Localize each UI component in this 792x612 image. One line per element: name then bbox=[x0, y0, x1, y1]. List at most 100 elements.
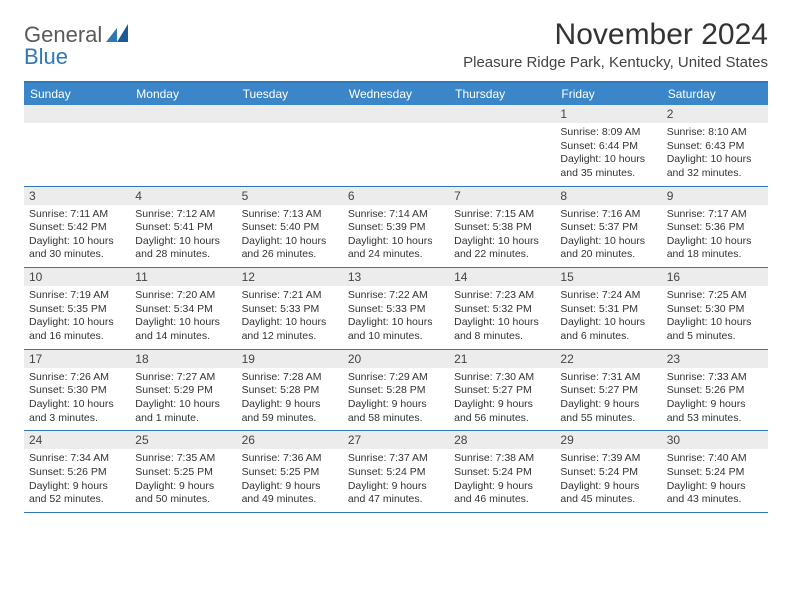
sunrise-text: Sunrise: 7:40 AM bbox=[667, 452, 763, 466]
daylight-text: Daylight: 10 hours and 26 minutes. bbox=[242, 235, 338, 262]
week-row: 17Sunrise: 7:26 AMSunset: 5:30 PMDayligh… bbox=[24, 350, 768, 432]
sunrise-text: Sunrise: 7:36 AM bbox=[242, 452, 338, 466]
daylight-text: Daylight: 9 hours and 59 minutes. bbox=[242, 398, 338, 425]
day-cell: 26Sunrise: 7:36 AMSunset: 5:25 PMDayligh… bbox=[237, 431, 343, 512]
sunset-text: Sunset: 5:28 PM bbox=[348, 384, 444, 398]
day-cell: 19Sunrise: 7:28 AMSunset: 5:28 PMDayligh… bbox=[237, 350, 343, 431]
day-cell: 13Sunrise: 7:22 AMSunset: 5:33 PMDayligh… bbox=[343, 268, 449, 349]
day-cell: 4Sunrise: 7:12 AMSunset: 5:41 PMDaylight… bbox=[130, 187, 236, 268]
brand-flag-icon bbox=[106, 24, 128, 47]
sunset-text: Sunset: 6:44 PM bbox=[560, 140, 656, 154]
daylight-text: Daylight: 10 hours and 32 minutes. bbox=[667, 153, 763, 180]
day-cell: 12Sunrise: 7:21 AMSunset: 5:33 PMDayligh… bbox=[237, 268, 343, 349]
daylight-text: Daylight: 10 hours and 35 minutes. bbox=[560, 153, 656, 180]
daylight-text: Daylight: 9 hours and 53 minutes. bbox=[667, 398, 763, 425]
day-data: Sunrise: 7:29 AMSunset: 5:28 PMDaylight:… bbox=[343, 368, 449, 431]
day-data: Sunrise: 7:37 AMSunset: 5:24 PMDaylight:… bbox=[343, 449, 449, 512]
dow-header: Thursday bbox=[449, 83, 555, 105]
day-data: Sunrise: 7:15 AMSunset: 5:38 PMDaylight:… bbox=[449, 205, 555, 268]
sunset-text: Sunset: 5:24 PM bbox=[348, 466, 444, 480]
daylight-text: Daylight: 10 hours and 24 minutes. bbox=[348, 235, 444, 262]
day-number: 26 bbox=[237, 431, 343, 449]
day-number: 27 bbox=[343, 431, 449, 449]
week-row: 1Sunrise: 8:09 AMSunset: 6:44 PMDaylight… bbox=[24, 105, 768, 187]
day-data: Sunrise: 7:14 AMSunset: 5:39 PMDaylight:… bbox=[343, 205, 449, 268]
sunrise-text: Sunrise: 7:14 AM bbox=[348, 208, 444, 222]
sunset-text: Sunset: 5:37 PM bbox=[560, 221, 656, 235]
day-number: 5 bbox=[237, 187, 343, 205]
daylight-text: Daylight: 10 hours and 30 minutes. bbox=[29, 235, 125, 262]
sunrise-text: Sunrise: 7:38 AM bbox=[454, 452, 550, 466]
day-cell: 15Sunrise: 7:24 AMSunset: 5:31 PMDayligh… bbox=[555, 268, 661, 349]
sunset-text: Sunset: 5:41 PM bbox=[135, 221, 231, 235]
day-data: Sunrise: 7:26 AMSunset: 5:30 PMDaylight:… bbox=[24, 368, 130, 431]
sunrise-text: Sunrise: 8:09 AM bbox=[560, 126, 656, 140]
sunrise-text: Sunrise: 7:13 AM bbox=[242, 208, 338, 222]
day-number bbox=[237, 105, 343, 123]
day-number: 28 bbox=[449, 431, 555, 449]
sunrise-text: Sunrise: 7:20 AM bbox=[135, 289, 231, 303]
day-cell: 30Sunrise: 7:40 AMSunset: 5:24 PMDayligh… bbox=[662, 431, 768, 512]
day-cell: 17Sunrise: 7:26 AMSunset: 5:30 PMDayligh… bbox=[24, 350, 130, 431]
day-data: Sunrise: 7:30 AMSunset: 5:27 PMDaylight:… bbox=[449, 368, 555, 431]
sunset-text: Sunset: 5:30 PM bbox=[667, 303, 763, 317]
day-number bbox=[449, 105, 555, 123]
header: General November 2024 Pleasure Ridge Par… bbox=[24, 18, 768, 71]
sunset-text: Sunset: 5:33 PM bbox=[242, 303, 338, 317]
sunrise-text: Sunrise: 7:35 AM bbox=[135, 452, 231, 466]
day-data: Sunrise: 7:20 AMSunset: 5:34 PMDaylight:… bbox=[130, 286, 236, 349]
sunrise-text: Sunrise: 7:21 AM bbox=[242, 289, 338, 303]
day-number: 7 bbox=[449, 187, 555, 205]
day-cell bbox=[237, 105, 343, 186]
day-data: Sunrise: 7:28 AMSunset: 5:28 PMDaylight:… bbox=[237, 368, 343, 431]
sunset-text: Sunset: 5:28 PM bbox=[242, 384, 338, 398]
sunrise-text: Sunrise: 7:11 AM bbox=[29, 208, 125, 222]
day-number bbox=[130, 105, 236, 123]
day-cell: 1Sunrise: 8:09 AMSunset: 6:44 PMDaylight… bbox=[555, 105, 661, 186]
calendar-grid: Sunday Monday Tuesday Wednesday Thursday… bbox=[24, 81, 768, 513]
sunset-text: Sunset: 5:38 PM bbox=[454, 221, 550, 235]
day-cell: 16Sunrise: 7:25 AMSunset: 5:30 PMDayligh… bbox=[662, 268, 768, 349]
daylight-text: Daylight: 10 hours and 3 minutes. bbox=[29, 398, 125, 425]
sunrise-text: Sunrise: 8:10 AM bbox=[667, 126, 763, 140]
day-data: Sunrise: 7:39 AMSunset: 5:24 PMDaylight:… bbox=[555, 449, 661, 512]
day-number: 14 bbox=[449, 268, 555, 286]
daylight-text: Daylight: 9 hours and 55 minutes. bbox=[560, 398, 656, 425]
day-number: 29 bbox=[555, 431, 661, 449]
day-cell: 28Sunrise: 7:38 AMSunset: 5:24 PMDayligh… bbox=[449, 431, 555, 512]
day-number: 25 bbox=[130, 431, 236, 449]
day-cell: 2Sunrise: 8:10 AMSunset: 6:43 PMDaylight… bbox=[662, 105, 768, 186]
day-data: Sunrise: 7:35 AMSunset: 5:25 PMDaylight:… bbox=[130, 449, 236, 512]
daylight-text: Daylight: 9 hours and 47 minutes. bbox=[348, 480, 444, 507]
sunrise-text: Sunrise: 7:19 AM bbox=[29, 289, 125, 303]
day-number: 21 bbox=[449, 350, 555, 368]
day-cell: 3Sunrise: 7:11 AMSunset: 5:42 PMDaylight… bbox=[24, 187, 130, 268]
sunset-text: Sunset: 5:26 PM bbox=[667, 384, 763, 398]
sunset-text: Sunset: 5:26 PM bbox=[29, 466, 125, 480]
sunset-text: Sunset: 5:30 PM bbox=[29, 384, 125, 398]
daylight-text: Daylight: 10 hours and 28 minutes. bbox=[135, 235, 231, 262]
weeks-container: 1Sunrise: 8:09 AMSunset: 6:44 PMDaylight… bbox=[24, 105, 768, 513]
day-number: 20 bbox=[343, 350, 449, 368]
day-number: 19 bbox=[237, 350, 343, 368]
sunrise-text: Sunrise: 7:29 AM bbox=[348, 371, 444, 385]
daylight-text: Daylight: 10 hours and 1 minute. bbox=[135, 398, 231, 425]
day-number: 8 bbox=[555, 187, 661, 205]
dow-header-row: Sunday Monday Tuesday Wednesday Thursday… bbox=[24, 83, 768, 105]
sunrise-text: Sunrise: 7:26 AM bbox=[29, 371, 125, 385]
daylight-text: Daylight: 9 hours and 45 minutes. bbox=[560, 480, 656, 507]
day-number bbox=[343, 105, 449, 123]
day-data: Sunrise: 8:10 AMSunset: 6:43 PMDaylight:… bbox=[662, 123, 768, 186]
day-number: 12 bbox=[237, 268, 343, 286]
day-cell bbox=[24, 105, 130, 186]
daylight-text: Daylight: 9 hours and 43 minutes. bbox=[667, 480, 763, 507]
day-data: Sunrise: 7:31 AMSunset: 5:27 PMDaylight:… bbox=[555, 368, 661, 431]
sunrise-text: Sunrise: 7:27 AM bbox=[135, 371, 231, 385]
sunset-text: Sunset: 5:34 PM bbox=[135, 303, 231, 317]
daylight-text: Daylight: 10 hours and 10 minutes. bbox=[348, 316, 444, 343]
day-data: Sunrise: 7:12 AMSunset: 5:41 PMDaylight:… bbox=[130, 205, 236, 268]
daylight-text: Daylight: 10 hours and 5 minutes. bbox=[667, 316, 763, 343]
sunrise-text: Sunrise: 7:39 AM bbox=[560, 452, 656, 466]
day-cell: 6Sunrise: 7:14 AMSunset: 5:39 PMDaylight… bbox=[343, 187, 449, 268]
dow-header: Saturday bbox=[662, 83, 768, 105]
